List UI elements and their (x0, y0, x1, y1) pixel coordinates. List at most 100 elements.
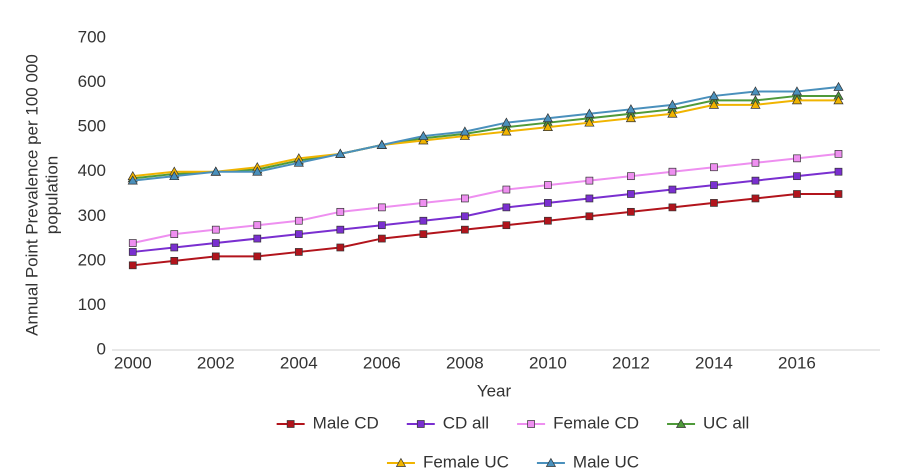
marker (253, 234, 262, 243)
marker (210, 166, 221, 176)
marker (211, 239, 220, 247)
marker (710, 163, 718, 172)
marker (418, 130, 429, 140)
marker (793, 190, 801, 198)
marker (791, 95, 803, 105)
marker (293, 157, 304, 167)
marker (461, 194, 469, 203)
marker (336, 207, 345, 216)
marker (750, 99, 761, 109)
series-line (132, 170, 839, 253)
marker (751, 176, 760, 185)
marker (253, 221, 262, 230)
marker (252, 166, 263, 176)
marker (668, 203, 677, 212)
marker (584, 108, 595, 118)
marker (501, 126, 512, 136)
marker (128, 239, 137, 247)
legend-label: Male CD (313, 413, 379, 432)
marker (834, 190, 843, 198)
marker (376, 139, 387, 149)
marker (502, 221, 511, 230)
marker (710, 181, 718, 189)
marker (544, 216, 552, 225)
marker (419, 216, 428, 225)
marker (419, 230, 428, 238)
marker (502, 203, 511, 212)
y-tick-label: 400 (78, 161, 106, 180)
marker (335, 148, 346, 158)
legend-label: UC all (703, 413, 749, 432)
marker (710, 199, 718, 207)
y-tick-label: 500 (78, 117, 106, 136)
marker (542, 113, 553, 123)
marker (336, 225, 345, 234)
legend-marker (545, 457, 557, 467)
marker (585, 212, 594, 221)
marker (294, 248, 303, 256)
legend-label: Male UC (573, 452, 639, 471)
y-tick-label: 700 (78, 27, 106, 46)
marker (708, 90, 720, 100)
y-axis-title: population (42, 156, 61, 234)
marker (708, 99, 720, 109)
y-tick-label: 200 (78, 250, 106, 269)
marker (294, 230, 303, 238)
marker (461, 225, 469, 234)
marker (668, 185, 677, 194)
marker (625, 104, 637, 114)
x-tick-label: 2000 (114, 353, 152, 372)
y-axis-title: Annual Point Prevalence per 100 000 (22, 54, 41, 336)
series-line (132, 99, 839, 178)
legend-label: Female CD (553, 413, 639, 432)
x-tick-label: 2006 (363, 353, 401, 372)
legend-marker (395, 457, 407, 467)
marker (833, 95, 844, 105)
marker (627, 190, 635, 198)
marker (336, 243, 345, 252)
y-tick-label: 100 (78, 295, 106, 314)
marker (833, 81, 844, 91)
marker (793, 172, 801, 181)
x-tick-label: 2014 (695, 353, 733, 372)
x-tick-label: 2002 (197, 353, 235, 372)
marker (750, 86, 761, 96)
marker (627, 172, 635, 181)
marker (585, 194, 594, 203)
marker (791, 86, 803, 96)
legend-label: CD all (443, 413, 489, 432)
legend-marker (675, 418, 687, 428)
marker (667, 108, 678, 118)
marker (502, 185, 511, 194)
marker (585, 176, 594, 185)
series-line (132, 86, 839, 182)
marker (542, 121, 553, 131)
legend-marker (527, 420, 535, 428)
marker (834, 167, 843, 176)
marker (667, 99, 678, 109)
marker (627, 207, 635, 216)
series-line (132, 94, 839, 180)
legend-label: Female UC (423, 452, 509, 471)
marker (793, 154, 801, 163)
x-tick-label: 2010 (529, 353, 567, 372)
y-tick-label: 0 (97, 339, 106, 358)
marker (170, 243, 179, 252)
marker (501, 117, 512, 127)
marker (751, 194, 760, 203)
marker (459, 126, 470, 136)
marker (128, 261, 137, 270)
x-tick-label: 2012 (612, 353, 650, 372)
x-axis-title: Year (477, 381, 512, 400)
marker (418, 135, 429, 145)
marker (544, 199, 552, 207)
y-tick-label: 600 (78, 72, 106, 91)
marker (834, 150, 843, 158)
marker (751, 158, 760, 167)
marker (459, 130, 470, 140)
marker (127, 175, 138, 185)
marker (544, 181, 552, 189)
marker (170, 230, 179, 238)
series-line (132, 193, 839, 267)
